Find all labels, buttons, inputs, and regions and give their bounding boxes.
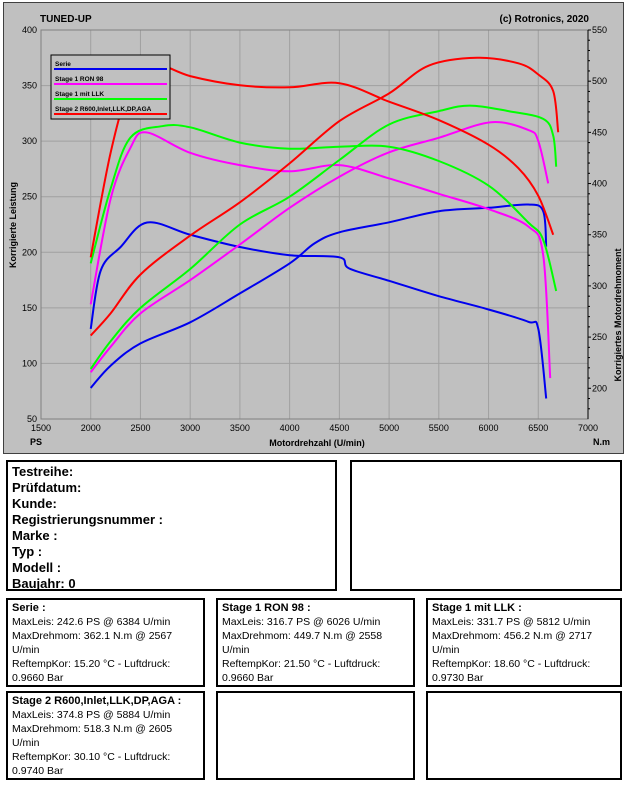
typ-label: Typ : xyxy=(12,544,43,559)
y-left-tick-label: 50 xyxy=(27,414,37,424)
summary-reftemp: ReftempKor: 15.20 °C - Luftdruck: xyxy=(12,658,171,670)
legend-label: Stage 1 RON 98 xyxy=(55,76,104,83)
chart-header-right: (c) Rotronics, 2020 xyxy=(500,14,590,25)
y-right-tick-label: 450 xyxy=(592,127,607,137)
x-tick-label: 5000 xyxy=(379,423,399,433)
summary-reftemp: ReftempKor: 18.60 °C - Luftdruck: xyxy=(432,658,591,670)
summary-unit: U/min xyxy=(12,644,40,656)
summary-unit: U/min xyxy=(12,737,40,749)
x-tick-label: 5500 xyxy=(429,423,449,433)
summary-reftemp: ReftempKor: 30.10 °C - Luftdruck: xyxy=(12,751,171,763)
summary-title: Stage 1 mit LLK : xyxy=(432,602,522,614)
summary-maxdrehmom: MaxDrehmom: 362.1 N.m @ 2567 xyxy=(12,630,173,642)
summary-luftdruck: 0.9730 Bar xyxy=(432,672,484,684)
y-right-tick-label: 250 xyxy=(592,332,607,342)
chart-legend: Serie Stage 1 RON 98 Stage 1 mit LLK Stage … xyxy=(50,54,171,120)
torque-curve xyxy=(89,124,558,292)
legend-label: Stage 2 R600,Inlet,LLK,DP,AGA xyxy=(55,106,152,113)
baujahr-label: Baujahr: 0 xyxy=(12,576,76,591)
y-right-tick-label: 400 xyxy=(592,179,607,189)
y-left-tick-label: 200 xyxy=(22,247,37,257)
y-right-tick-label: 200 xyxy=(592,383,607,393)
summary-stage2: Stage 2 R600,Inlet,LLK,DP,AGA : MaxLeis:… xyxy=(6,691,205,780)
modell-label: Modell : xyxy=(12,560,62,575)
empty-panel-top xyxy=(350,460,622,591)
empty-panel-bottom-middle xyxy=(216,691,415,780)
summary-maxleis: MaxLeis: 374.8 PS @ 5884 U/min xyxy=(12,709,171,721)
summary-serie: Serie : MaxLeis: 242.6 PS @ 6384 U/min M… xyxy=(6,598,205,687)
y-right-tick-label: 500 xyxy=(592,76,607,86)
x-tick-label: 4500 xyxy=(329,423,349,433)
y-left-tick-label: 150 xyxy=(22,303,37,313)
x-tick-label: 2000 xyxy=(81,423,101,433)
left-unit-label: PS xyxy=(30,437,42,447)
summary-maxleis: MaxLeis: 331.7 PS @ 5812 U/min xyxy=(432,616,591,628)
x-tick-label: 6500 xyxy=(528,423,548,433)
y-left-tick-label: 350 xyxy=(22,81,37,91)
legend-label: Stage 1 mit LLK xyxy=(55,91,104,98)
summary-title: Stage 2 R600,Inlet,LLK,DP,AGA : xyxy=(12,695,182,707)
summary-maxleis: MaxLeis: 242.6 PS @ 6384 U/min xyxy=(12,616,171,628)
right-unit-label: N.m xyxy=(593,437,610,447)
legend-label: Serie xyxy=(55,61,71,68)
summary-maxdrehmom: MaxDrehmom: 518.3 N.m @ 2605 xyxy=(12,723,173,735)
power-curve xyxy=(89,56,560,337)
summary-luftdruck: 0.9660 Bar xyxy=(222,672,274,684)
x-axis-label: Motordrehzahl (U/min) xyxy=(269,438,365,448)
summary-maxdrehmom: MaxDrehmom: 456.2 N.m @ 2717 xyxy=(432,630,593,642)
legend-box xyxy=(50,54,171,120)
x-tick-label: 3500 xyxy=(230,423,250,433)
power-curve xyxy=(89,121,550,373)
y-right-tick-label: 300 xyxy=(592,281,607,291)
chart-header-left: TUNED-UP xyxy=(40,14,92,25)
testreihe-label: Testreihe: xyxy=(12,464,74,479)
y-axis-right-label: Korrigiertes Motordrehmoment xyxy=(613,248,623,381)
y-left-tick-label: 100 xyxy=(22,358,37,368)
test-info-panel: Testreihe: Prüfdatum: Kunde: Registrieru… xyxy=(6,460,337,591)
torque-curve xyxy=(89,221,548,399)
torque-curve xyxy=(89,131,552,379)
x-tick-label: 3000 xyxy=(180,423,200,433)
pruefdatum-label: Prüfdatum: xyxy=(12,480,82,495)
registrierungsnummer-label: Registrierungsnummer : xyxy=(12,512,163,527)
x-tick-label: 6000 xyxy=(479,423,499,433)
summary-title: Serie : xyxy=(12,602,46,614)
summary-reftemp: ReftempKor: 21.50 °C - Luftdruck: xyxy=(222,658,381,670)
summary-unit: U/min xyxy=(432,644,460,656)
dyno-chart-svg: TUNED-UP (c) Rotronics, 2020 1500 2000 250… xyxy=(8,14,623,448)
empty-panel-bottom-right xyxy=(426,691,622,780)
x-tick-label: 2500 xyxy=(130,423,150,433)
y-left-tick-label: 250 xyxy=(22,192,37,202)
y-right-tick-label: 550 xyxy=(592,25,607,35)
power-curve xyxy=(89,104,558,370)
dyno-chart: TUNED-UP (c) Rotronics, 2020 1500 2000 250… xyxy=(3,2,624,454)
y-left-tick-label: 300 xyxy=(22,136,37,146)
summary-stage1-llk: Stage 1 mit LLK : MaxLeis: 331.7 PS @ 58… xyxy=(426,598,622,687)
summary-stage1: Stage 1 RON 98 : MaxLeis: 316.7 PS @ 602… xyxy=(216,598,415,687)
y-axis-left-label: Korrigierte Leistung xyxy=(8,182,18,268)
x-tick-label: 4000 xyxy=(280,423,300,433)
kunde-label: Kunde: xyxy=(12,496,57,511)
x-tick-label: 1500 xyxy=(31,423,51,433)
summary-title: Stage 1 RON 98 : xyxy=(222,602,311,614)
summary-luftdruck: 0.9740 Bar xyxy=(12,765,64,777)
summary-unit: U/min xyxy=(222,644,250,656)
y-right-tick-label: 350 xyxy=(592,230,607,240)
axis-ticks: 1500 2000 2500 3000 3500 4000 4500 5000 5500 6000… xyxy=(22,25,607,433)
power-curve xyxy=(89,203,548,389)
marke-label: Marke : xyxy=(12,528,58,543)
y-left-tick-label: 400 xyxy=(22,25,37,35)
x-tick-label: 7000 xyxy=(578,423,598,433)
summary-maxdrehmom: MaxDrehmom: 449.7 N.m @ 2558 xyxy=(222,630,383,642)
summary-maxleis: MaxLeis: 316.7 PS @ 6026 U/min xyxy=(222,616,381,628)
summary-luftdruck: 0.9660 Bar xyxy=(12,672,64,684)
